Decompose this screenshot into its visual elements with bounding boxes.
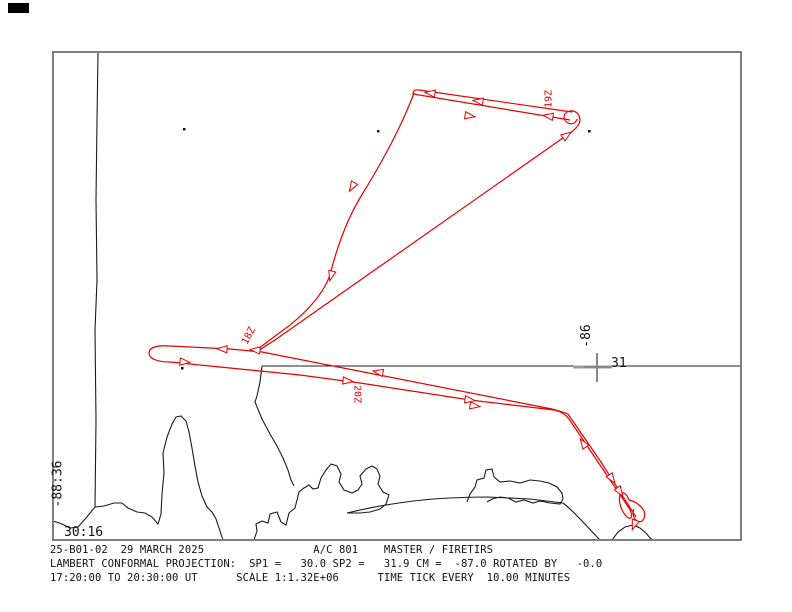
coastline-bay	[466, 468, 564, 505]
map-marker-dot	[377, 130, 380, 133]
corner-latitude-label: 30:16	[64, 525, 104, 540]
plot-frame	[52, 51, 742, 541]
footer-projection-line: LAMBERT CONFORMAL PROJECTION: SP1 = 30.0…	[50, 558, 603, 570]
track-direction-arrow	[468, 400, 482, 410]
flight-track-descent-leg	[256, 92, 415, 351]
flight-track-top-racetrack	[412, 89, 581, 125]
state-boundary-line	[94, 52, 99, 508]
corner-longitude-label: -88:36	[50, 460, 66, 508]
track-direction-arrow	[613, 485, 624, 498]
map-marker-dot	[181, 367, 184, 370]
flight-track-northeast-diagonal	[257, 123, 580, 352]
track-direction-arrow	[463, 110, 477, 120]
track-direction-arrow	[348, 180, 359, 193]
track-direction-arrow	[463, 394, 477, 404]
footer-flight-id-line: 25-B01-02 29 MARCH 2025 A/C 801 MASTER /…	[50, 544, 494, 556]
track-direction-arrow	[541, 112, 555, 122]
flight-track-middle-racetrack	[148, 345, 630, 509]
screen-corner-artifact	[8, 3, 29, 13]
footer-time-scale-line: 17:20:00 TO 20:30:00 UT SCALE 1:1.32E+06…	[50, 572, 571, 584]
track-direction-arrow	[471, 97, 485, 107]
track-direction-arrow	[560, 131, 573, 142]
reference-latitude-label: 31	[611, 356, 627, 371]
river-boundary-line	[254, 365, 295, 487]
city-marker-layer	[181, 128, 591, 370]
track-arrow-layer	[179, 89, 640, 532]
flight-track-outbound-leg	[567, 413, 637, 518]
track-direction-arrow	[579, 437, 590, 450]
track-direction-arrow	[179, 357, 192, 366]
track-direction-arrow	[328, 269, 337, 283]
reference-longitude-label: -86	[579, 324, 594, 348]
map-marker-dot	[183, 128, 186, 131]
track-direction-arrow	[342, 376, 355, 385]
track-direction-arrow	[215, 344, 228, 354]
coastline-main	[52, 415, 654, 541]
track-direction-arrow	[605, 472, 616, 485]
map-marker-dot	[588, 130, 591, 133]
track-direction-arrow	[248, 346, 261, 355]
time-tick-label: 19Z	[543, 89, 555, 109]
track-direction-arrow	[631, 518, 640, 532]
track-direction-arrow	[423, 89, 437, 99]
time-tick-label: 20Z	[351, 384, 363, 404]
track-direction-arrow	[371, 368, 385, 378]
